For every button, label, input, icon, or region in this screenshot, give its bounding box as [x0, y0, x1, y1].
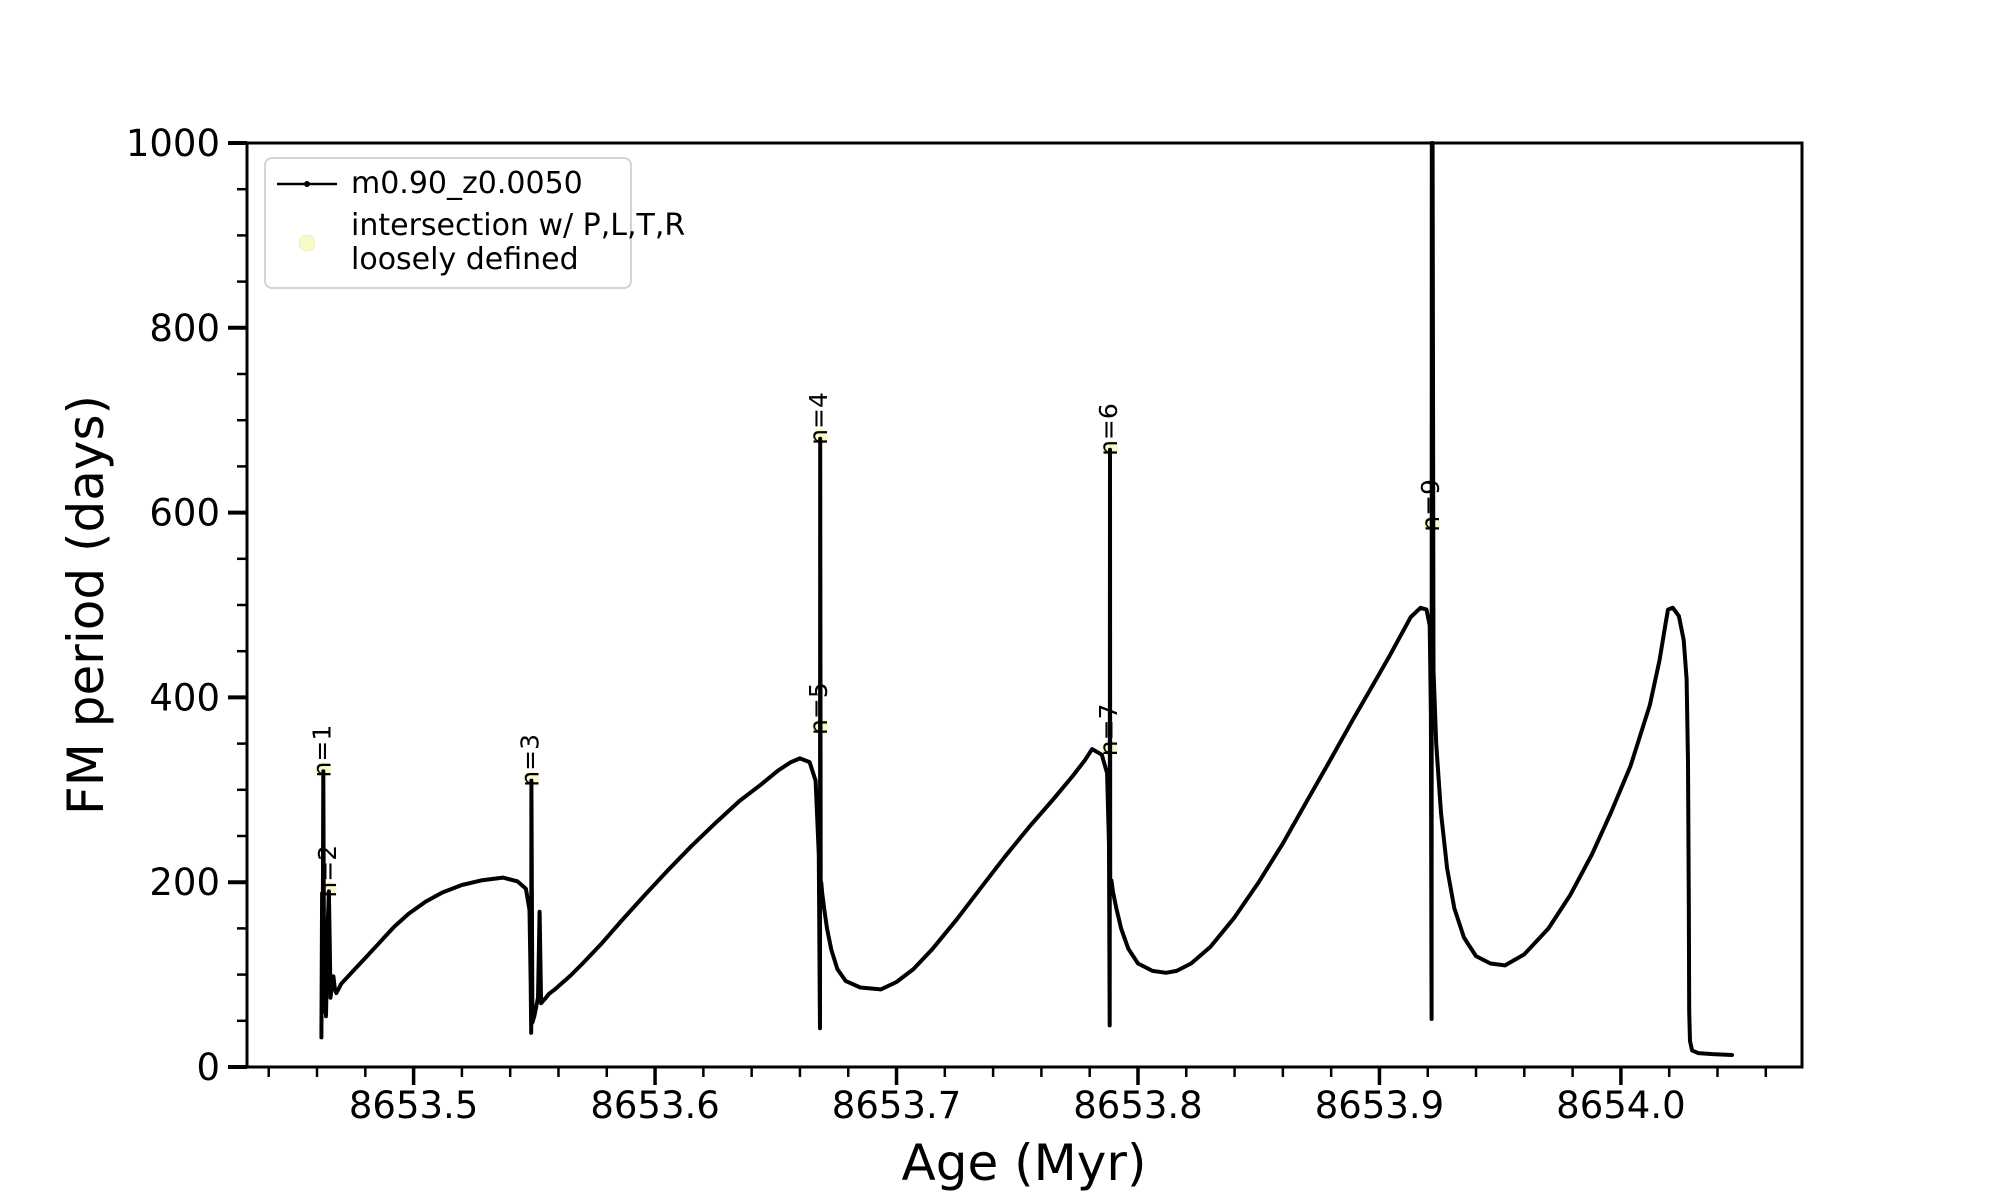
legend: m0.90_z0.0050 intersection w/ P,L,T,R lo…	[264, 157, 685, 289]
annotation-n9: n=9	[1416, 479, 1445, 532]
y-tick-label: 200	[149, 861, 220, 904]
legend-label-intersection-line1: intersection w/ P,L,T,R	[351, 208, 686, 243]
x-tick-label: 8654.0	[1556, 1084, 1685, 1127]
x-tick-label: 8653.8	[1073, 1084, 1202, 1127]
annotation-n3: n=3	[515, 734, 544, 787]
legend-label-intersection-line2: loosely defined	[351, 242, 579, 277]
y-tick-label: 400	[149, 676, 220, 719]
circle-marker-icon	[276, 233, 338, 253]
x-axis-label: Age (Myr)	[901, 1134, 1147, 1192]
x-tick-label: 8653.5	[349, 1084, 478, 1127]
y-axis-label: FM period (days)	[57, 395, 115, 815]
x-tick-label: 8653.7	[832, 1084, 961, 1127]
x-tick-label: 8653.9	[1315, 1084, 1444, 1127]
legend-item-series: m0.90_z0.0050	[276, 167, 618, 201]
legend-item-intersection: intersection w/ P,L,T,R loosely defined	[276, 209, 685, 277]
y-tick-label: 1000	[126, 122, 220, 165]
x-tick-label: 8653.6	[590, 1084, 719, 1127]
series-curve	[319, 141, 1734, 1057]
legend-label-intersection: intersection w/ P,L,T,R loosely defined	[351, 209, 685, 277]
annotation-n2: n=2	[313, 845, 342, 898]
y-tick-label: 800	[149, 307, 220, 350]
annotation-n1: n=1	[307, 725, 336, 778]
y-tick-label: 0	[196, 1046, 220, 1089]
annotation-n6: n=6	[1094, 403, 1123, 456]
legend-label-series: m0.90_z0.0050	[351, 166, 583, 201]
annotation-n4: n=4	[804, 392, 833, 445]
annotation-n5: n=5	[804, 682, 833, 735]
y-tick-label: 600	[149, 492, 220, 535]
line-dot-marker-icon	[276, 178, 338, 190]
annotation-n7: n=7	[1094, 704, 1123, 757]
